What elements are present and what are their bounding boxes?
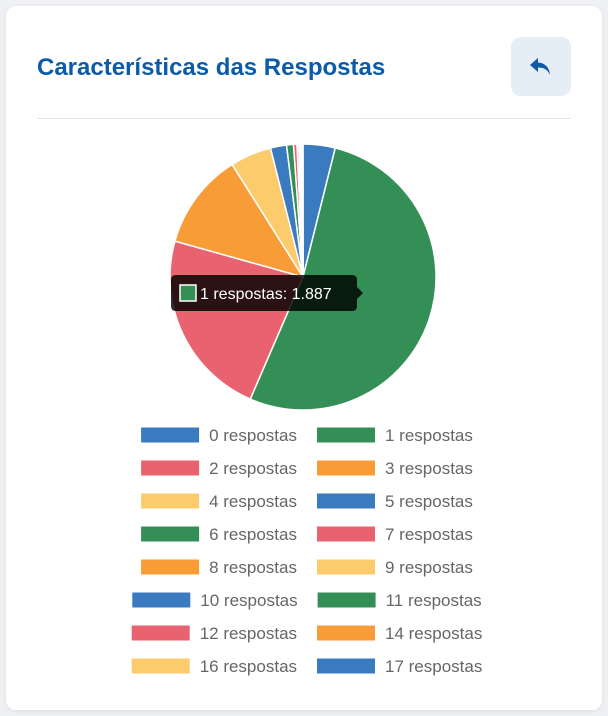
pie-slice-3[interactable] [174,163,305,279]
legend-label: 8 respostas [209,558,297,577]
legend-swatch [141,559,200,575]
legend-label: 5 respostas [385,492,473,511]
legend-label: 16 respostas [200,657,297,676]
legend-swatch [317,592,376,608]
legend-swatch [141,427,200,443]
legend-item[interactable]: 16 respostas [131,657,297,676]
legend-label: 6 respostas [209,525,297,544]
legend-item[interactable]: 2 respostas [141,459,297,478]
legend-swatch [141,460,200,476]
legend-label: 10 respostas [200,591,297,610]
legend-item[interactable]: 9 respostas [317,558,473,577]
back-button[interactable] [511,37,571,96]
legend-swatch [141,493,200,509]
legend-item[interactable]: 10 respostas [132,591,298,610]
legend-item[interactable]: 5 respostas [317,492,473,511]
page-title: Características das Respostas [37,54,386,81]
legend-label: 14 respostas [385,624,482,643]
legend-label: 1 respostas [385,426,473,445]
legend-item[interactable]: 6 respostas [141,525,297,544]
legend-swatch [317,526,375,542]
legend-label: 17 respostas [385,657,482,676]
legend-label: 7 respostas [385,525,473,544]
legend-item[interactable]: 7 respostas [317,525,473,544]
legend-swatch [141,526,200,542]
legend-item[interactable]: 0 respostas [141,426,297,445]
legend-item[interactable]: 4 respostas [141,492,297,511]
legend-label: 4 respostas [209,492,297,511]
legend-item[interactable]: 11 respostas [317,591,482,610]
legend-item[interactable]: 17 respostas [317,657,482,676]
legend-label: 3 respostas [385,459,473,478]
reply-icon [530,57,550,75]
legend-swatch [317,460,375,476]
legend-item[interactable]: 1 respostas [317,426,473,445]
legend-label: 0 respostas [209,426,297,445]
legend-swatch [131,625,190,641]
legend-swatch [317,427,375,443]
tooltip-label: 1 respostas: 1.887 [200,286,332,303]
legend-item[interactable]: 8 respostas [141,558,297,577]
legend-swatch [317,559,375,575]
legend-label: 9 respostas [385,558,473,577]
legend-swatch [317,625,375,641]
legend-item[interactable]: 12 respostas [131,624,297,643]
legend-item[interactable]: 14 respostas [317,624,482,643]
legend-swatch [317,658,375,674]
legend-swatch [131,658,190,674]
legend-label: 2 respostas [209,459,297,478]
legend-item[interactable]: 3 respostas [317,459,473,478]
legend-label: 11 respostas [386,591,482,610]
tooltip-box [171,275,363,311]
legend-swatch [317,493,375,509]
legend-label: 12 respostas [200,624,297,643]
legend-swatch [132,592,191,608]
header-divider [37,118,571,119]
tooltip-swatch [179,284,197,302]
